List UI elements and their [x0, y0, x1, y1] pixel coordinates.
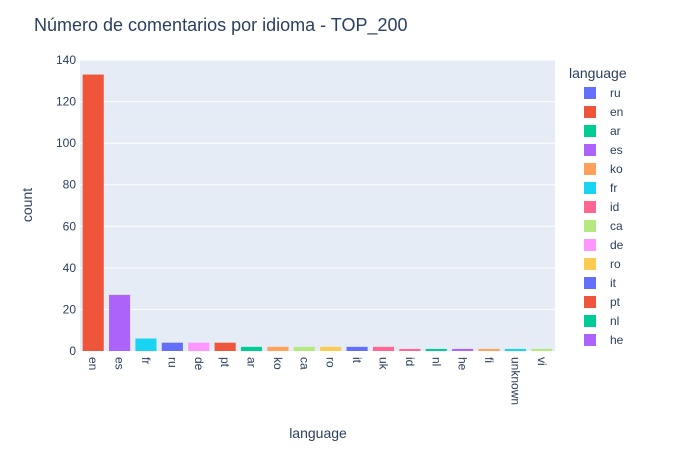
y-axis-title: count [19, 188, 35, 222]
legend-item-fr[interactable]: fr [584, 181, 617, 195]
legend-swatch [584, 315, 596, 327]
legend-swatch [584, 201, 596, 213]
legend-item-ar[interactable]: ar [584, 124, 621, 138]
x-tick-label: nl [429, 357, 443, 366]
legend-swatch [584, 296, 596, 308]
legend-label: fr [610, 181, 617, 195]
legend-swatch [584, 182, 596, 194]
y-tick-labels: 0 20 40 60 80 100 120 140 [56, 53, 76, 358]
legend-title: language [569, 65, 627, 81]
x-tick-label: id [403, 357, 417, 366]
bar-pt [214, 342, 236, 351]
bar-he [452, 348, 474, 351]
bar-nl [425, 348, 447, 351]
legend-label: ar [610, 124, 621, 138]
x-tick-label: ru [165, 357, 179, 368]
legend-label: ca [610, 219, 623, 233]
legend-item-he[interactable]: he [584, 333, 624, 347]
legend-swatch [584, 258, 596, 270]
legend-swatch [584, 220, 596, 232]
legend-item-id[interactable]: id [584, 200, 619, 214]
legend-item-pt[interactable]: pt [584, 295, 621, 309]
x-tick-label: de [192, 357, 206, 371]
y-tick-label: 60 [63, 219, 77, 233]
bar-uk [372, 346, 395, 351]
legend-item-ru[interactable]: ru [584, 86, 621, 100]
legend-label: de [610, 238, 624, 252]
legend-item-en[interactable]: en [584, 105, 623, 119]
x-tick-label: he [456, 357, 470, 371]
x-tick-label: pt [218, 357, 232, 368]
legend-label: it [610, 276, 617, 290]
legend-swatch [584, 106, 596, 118]
legend-label: ro [610, 257, 621, 271]
legend-swatch [584, 239, 596, 251]
bar-de [188, 342, 210, 351]
legend-swatch [584, 277, 596, 289]
bar-ko [267, 346, 289, 351]
legend-swatch [584, 144, 596, 156]
x-tick-label: fi [482, 357, 496, 363]
bar-unknown [504, 348, 526, 351]
x-tick-label: ar [245, 357, 259, 368]
bar-es [109, 294, 131, 351]
x-tick-label: fr [139, 357, 153, 364]
bar-vi [531, 348, 553, 351]
y-tick-label: 40 [63, 261, 77, 275]
bar-ru [161, 342, 183, 351]
x-tick-labels: en es fr ru de pt ar ko ca ro it uk id nl he fi unknown v… [86, 357, 549, 405]
legend-swatch [584, 125, 596, 137]
bar-en [82, 74, 104, 352]
legend[interactable]: ru en ar es ko fr id ca de ro it pt nl he [584, 86, 624, 347]
bar-fr [135, 338, 157, 351]
legend-item-ro[interactable]: ro [584, 257, 621, 271]
legend-item-es[interactable]: es [584, 143, 623, 157]
legend-swatch [584, 334, 596, 346]
x-tick-label: vi [535, 357, 549, 366]
legend-item-de[interactable]: de [584, 238, 624, 252]
bar-fi [478, 348, 500, 351]
y-tick-label: 100 [56, 136, 76, 150]
legend-label: pt [610, 295, 621, 309]
bar-it [346, 346, 368, 351]
legend-label: he [610, 333, 624, 347]
bar-ro [320, 346, 342, 351]
x-tick-label: ca [297, 357, 311, 370]
legend-item-ko[interactable]: ko [584, 162, 623, 176]
legend-label: ru [610, 86, 621, 100]
y-tick-label: 20 [63, 302, 77, 316]
y-tick-label: 0 [69, 344, 76, 358]
legend-item-nl[interactable]: nl [584, 314, 619, 328]
x-tick-label: uk [376, 357, 390, 371]
legend-label: nl [610, 314, 619, 328]
x-tick-label: it [350, 357, 364, 364]
legend-label: en [610, 105, 623, 119]
y-tick-label: 80 [63, 178, 77, 192]
chart-title: Número de comentarios por idioma - TOP_2… [34, 15, 408, 36]
legend-label: es [610, 143, 623, 157]
x-tick-label: ro [324, 357, 338, 368]
y-tick-label: 140 [56, 53, 76, 67]
bar-ar [240, 346, 263, 351]
legend-swatch [584, 87, 596, 99]
legend-item-it[interactable]: it [584, 276, 617, 290]
x-tick-label: ko [271, 357, 285, 370]
x-tick-label: en [86, 357, 100, 370]
y-tick-label: 120 [56, 95, 76, 109]
legend-label: ko [610, 162, 623, 176]
gridlines [80, 59, 555, 310]
legend-label: id [610, 200, 619, 214]
x-tick-label: unknown [508, 357, 522, 405]
bar-ca [293, 346, 315, 351]
bar-id [399, 348, 421, 351]
bars [82, 74, 553, 352]
legend-swatch [584, 163, 596, 175]
x-tick-label: es [113, 357, 127, 370]
legend-item-ca[interactable]: ca [584, 219, 623, 233]
plot-area [80, 60, 555, 351]
x-axis-title: language [289, 425, 347, 441]
